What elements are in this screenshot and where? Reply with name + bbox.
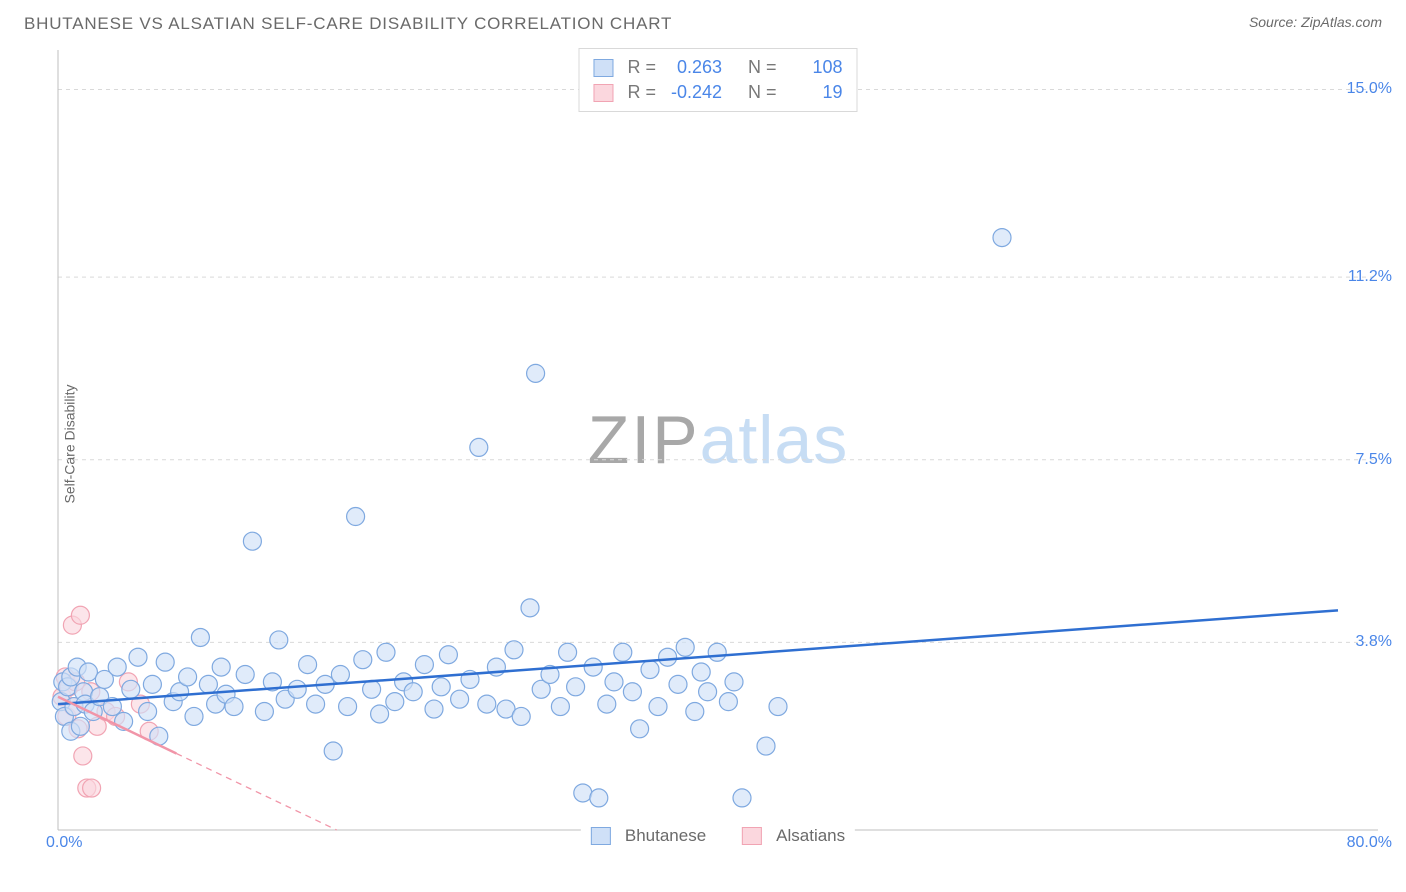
r-label-a: R =	[627, 55, 656, 80]
chart-title: BHUTANESE VS ALSATIAN SELF-CARE DISABILI…	[24, 14, 672, 34]
legend-item-b: Alsatians	[742, 826, 845, 846]
stats-row-a: R = 0.263 N = 108	[593, 55, 842, 80]
series-legend: Bhutanese Alsatians	[581, 826, 855, 846]
n-label-a: N =	[748, 55, 777, 80]
legend-label-a: Bhutanese	[625, 826, 706, 846]
swatch-b	[593, 84, 613, 102]
legend-swatch-b	[742, 827, 762, 845]
y-tick: 3.8%	[1356, 633, 1392, 651]
stats-legend: R = 0.263 N = 108 R = -0.242 N = 19	[578, 48, 857, 112]
x-tick-start: 0.0%	[46, 834, 82, 852]
n-value-b: 19	[785, 80, 843, 105]
legend-swatch-a	[591, 827, 611, 845]
n-value-a: 108	[785, 55, 843, 80]
r-value-a: 0.263	[664, 55, 722, 80]
chart-area: Self-Care Disability ZIPatlas R = 0.263 …	[48, 40, 1388, 848]
y-tick: 15.0%	[1347, 80, 1392, 98]
y-tick: 11.2%	[1348, 268, 1392, 286]
r-value-b: -0.242	[664, 80, 722, 105]
swatch-a	[593, 59, 613, 77]
x-tick-end: 80.0%	[1347, 834, 1392, 852]
r-label-b: R =	[627, 80, 656, 105]
chart-header: BHUTANESE VS ALSATIAN SELF-CARE DISABILI…	[0, 0, 1406, 34]
y-tick: 7.5%	[1356, 451, 1392, 469]
chart-source: Source: ZipAtlas.com	[1249, 14, 1382, 30]
n-label-b: N =	[748, 80, 777, 105]
legend-item-a: Bhutanese	[591, 826, 706, 846]
legend-label-b: Alsatians	[776, 826, 845, 846]
stats-row-b: R = -0.242 N = 19	[593, 80, 842, 105]
chart-svg	[48, 40, 1388, 848]
